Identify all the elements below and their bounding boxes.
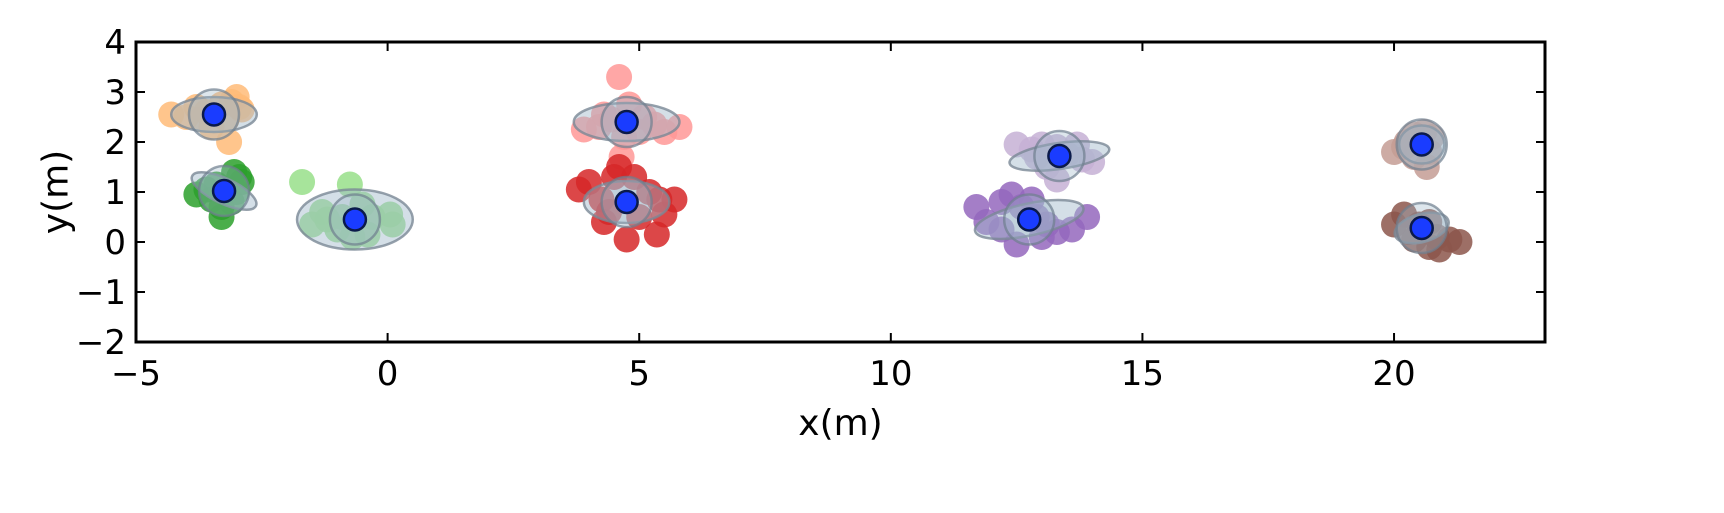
data-point xyxy=(590,209,617,235)
data-point xyxy=(606,64,633,90)
cluster-center xyxy=(614,189,639,215)
plot-area xyxy=(158,64,1473,263)
y-axis-label: y(m) xyxy=(36,150,77,234)
data-point xyxy=(1074,204,1101,230)
y-tick-label: 0 xyxy=(104,223,126,263)
cluster-5 xyxy=(565,154,688,253)
cluster-8 xyxy=(1381,118,1448,180)
y-tick-label: −1 xyxy=(76,273,126,313)
y-tick-label: 1 xyxy=(104,173,126,213)
data-point xyxy=(226,94,253,120)
y-tick-label: 3 xyxy=(104,73,126,113)
cluster-center xyxy=(211,178,237,204)
cluster-6 xyxy=(1003,129,1111,193)
cluster-center xyxy=(1409,132,1434,157)
data-point xyxy=(289,169,316,195)
cluster-center xyxy=(1016,207,1042,232)
cluster-4 xyxy=(570,64,693,170)
x-tick-label: 10 xyxy=(869,354,912,394)
data-point xyxy=(643,221,670,248)
data-point xyxy=(1426,236,1453,263)
cluster-9 xyxy=(1381,201,1473,263)
x-tick-label: 20 xyxy=(1372,354,1415,394)
y-tick-label: 2 xyxy=(104,123,126,163)
cluster-2 xyxy=(183,159,258,230)
cluster-3 xyxy=(289,169,415,251)
x-tick-label: 0 xyxy=(377,354,399,394)
x-tick-label: 15 xyxy=(1121,354,1164,394)
data-point xyxy=(1018,186,1045,213)
data-point xyxy=(1446,229,1473,255)
data-point xyxy=(379,211,406,238)
data-point xyxy=(651,201,678,228)
cluster-1 xyxy=(158,84,259,155)
cluster-center xyxy=(614,109,639,135)
cluster-center xyxy=(201,102,227,127)
cluster-center xyxy=(1047,143,1072,169)
data-point xyxy=(1023,144,1050,170)
cluster-center xyxy=(342,207,368,232)
y-tick-label: −2 xyxy=(76,323,126,363)
y-tick-label: 4 xyxy=(104,23,126,63)
cluster-center xyxy=(1409,215,1434,241)
data-point xyxy=(216,129,243,155)
data-point xyxy=(666,114,693,140)
cluster-7 xyxy=(963,181,1101,258)
data-point xyxy=(988,216,1015,243)
x-tick-label: −5 xyxy=(111,354,161,394)
x-tick-label: 5 xyxy=(628,354,650,394)
x-axis-label: x(m) xyxy=(798,403,882,444)
axis-ticks: −5 0 5 10 15 20 −2 −1 0 1 2 3 4 xyxy=(76,23,1545,394)
data-point xyxy=(613,226,640,253)
